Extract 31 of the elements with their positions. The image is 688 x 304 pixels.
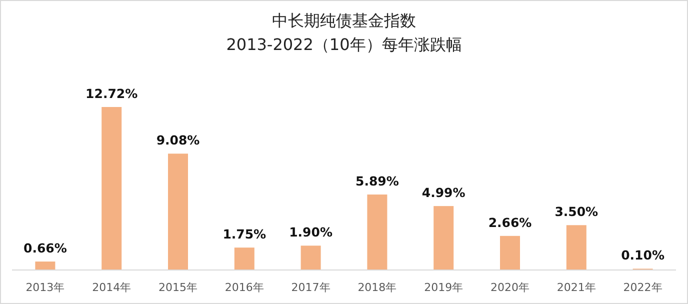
bar	[234, 248, 254, 270]
x-tick-label: 2013年	[26, 281, 65, 294]
bar	[168, 154, 188, 270]
data-label: 2.66%	[488, 214, 532, 230]
data-label: 9.08%	[156, 132, 200, 148]
data-label: 3.50%	[554, 204, 599, 220]
data-label: 5.89%	[356, 174, 400, 189]
bar	[566, 225, 586, 270]
x-tick-label: 2019年	[424, 281, 464, 294]
chart-title: 中长期纯债基金指数	[272, 11, 416, 30]
data-label: 1.75%	[222, 226, 267, 242]
bar	[434, 206, 454, 270]
x-tick-label: 2015年	[158, 281, 198, 294]
x-tick-label: 2016年	[224, 281, 264, 294]
data-label: 1.90%	[289, 224, 333, 240]
data-label: 4.99%	[422, 185, 466, 200]
x-tick-label: 2018年	[358, 281, 397, 294]
bar	[367, 194, 388, 270]
bar	[500, 236, 520, 270]
x-tick-label: 2020年	[490, 281, 530, 294]
x-tick-label: 2014年	[92, 281, 132, 294]
x-tick-label: 2022年	[623, 281, 662, 294]
bar	[35, 262, 56, 270]
bar	[300, 246, 321, 270]
data-label: 12.72%	[86, 86, 138, 101]
chart-subtitle: 2013-2022（10年）每年涨跌幅	[226, 35, 462, 54]
data-label: 0.66%	[24, 240, 68, 256]
x-tick-label: 2021年	[556, 281, 596, 294]
bar	[102, 107, 122, 270]
x-tick-label: 2017年	[291, 281, 330, 294]
data-label: 0.10%	[621, 248, 665, 263]
